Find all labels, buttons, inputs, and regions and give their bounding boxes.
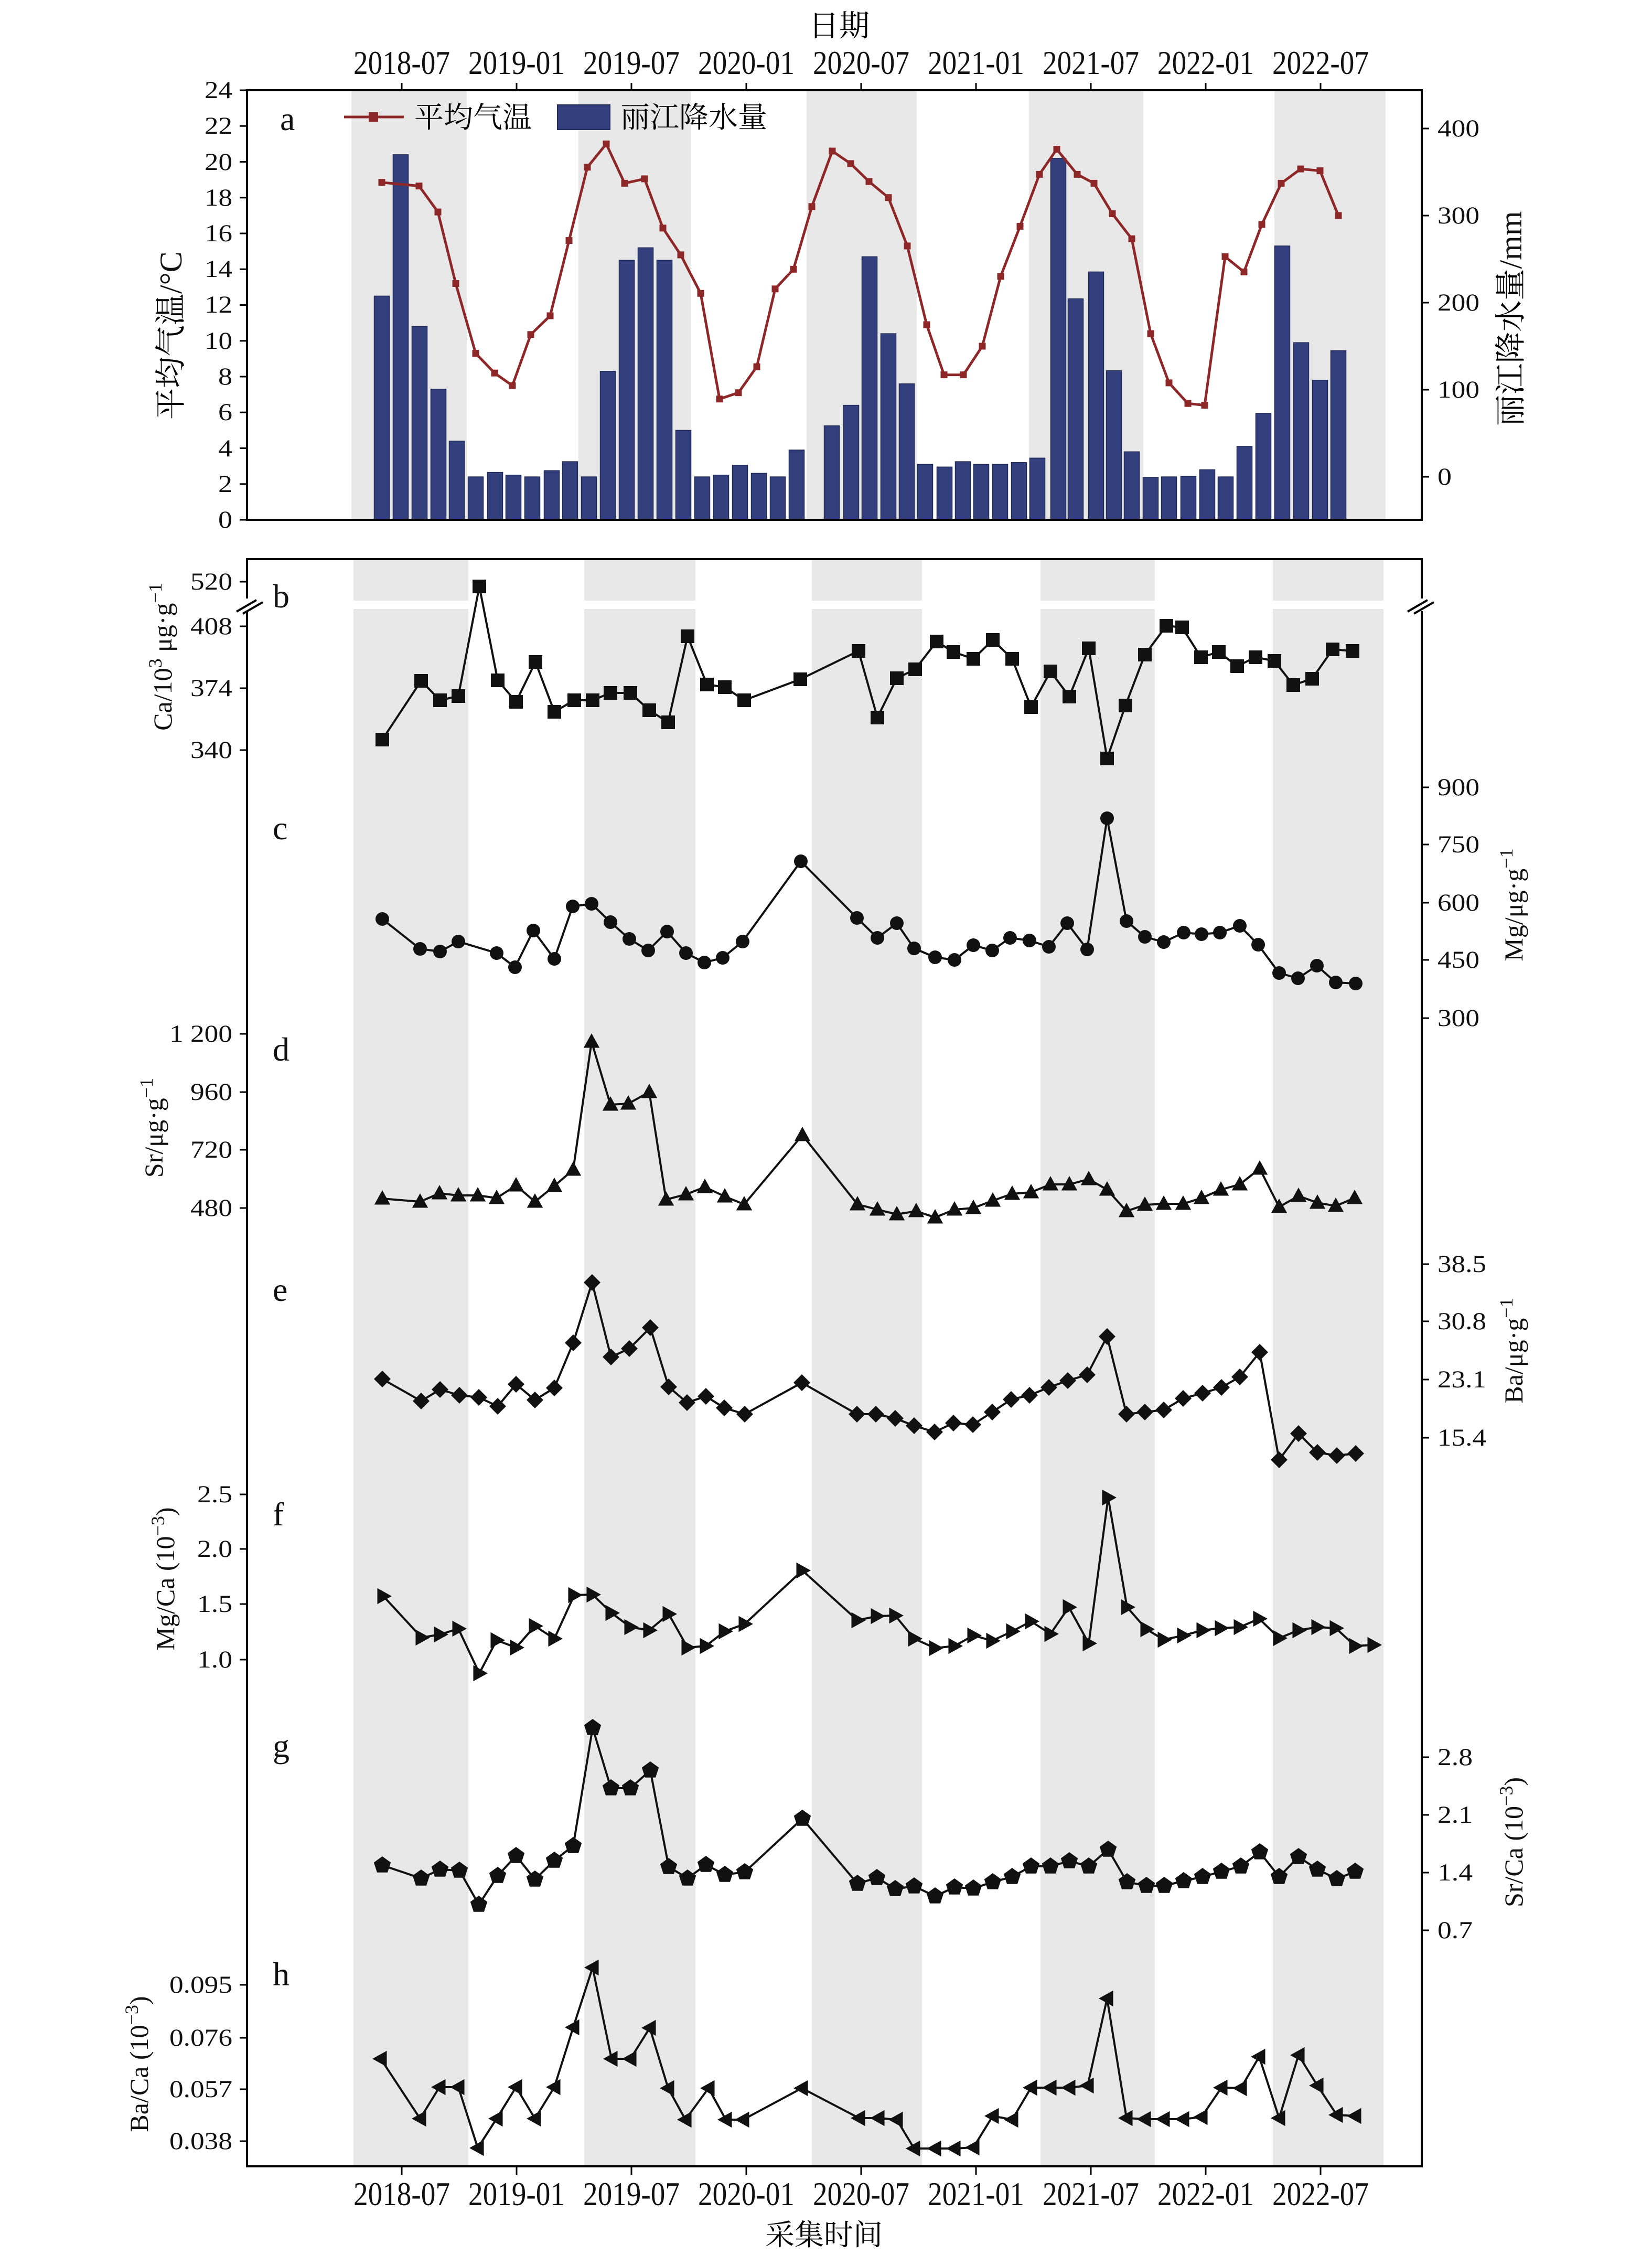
svg-text:2018-07: 2018-07 <box>353 2175 450 2212</box>
svg-text:16: 16 <box>205 220 232 247</box>
svg-text:f: f <box>273 1495 284 1533</box>
svg-text:450: 450 <box>1438 946 1479 974</box>
svg-text:30.8: 30.8 <box>1438 1308 1486 1335</box>
svg-text:10: 10 <box>205 327 232 355</box>
svg-text:2: 2 <box>218 471 232 498</box>
svg-text:2.5: 2.5 <box>197 1481 232 1508</box>
svg-text:408: 408 <box>190 613 232 640</box>
svg-text:g: g <box>273 1727 289 1765</box>
svg-text:374: 374 <box>190 675 232 702</box>
svg-text:340: 340 <box>190 736 232 764</box>
svg-text:300: 300 <box>1438 202 1479 229</box>
svg-text:0: 0 <box>1438 463 1452 490</box>
svg-text:600: 600 <box>1438 889 1479 916</box>
svg-text:Ca/103 μg·g−1: Ca/103 μg·g−1 <box>145 583 177 731</box>
svg-text:2.1: 2.1 <box>1438 1801 1473 1829</box>
svg-text:2020-01: 2020-01 <box>698 44 795 81</box>
svg-text:0.7: 0.7 <box>1438 1917 1473 1944</box>
svg-text:2.8: 2.8 <box>1438 1744 1473 1771</box>
svg-text:18: 18 <box>205 184 232 211</box>
svg-text:8: 8 <box>218 363 232 390</box>
svg-text:/mm: /mm <box>1494 211 1528 269</box>
svg-text:0: 0 <box>218 506 232 533</box>
svg-text:Sr/μg·g−1: Sr/μg·g−1 <box>136 1078 168 1178</box>
svg-text:0.076: 0.076 <box>169 2024 232 2051</box>
svg-text:300: 300 <box>1438 1004 1479 1032</box>
svg-text:12: 12 <box>205 291 232 318</box>
svg-text:20: 20 <box>205 148 232 176</box>
svg-text:c: c <box>273 809 287 847</box>
svg-text:Sr/Ca (10−3): Sr/Ca (10−3) <box>1496 1777 1528 1907</box>
svg-text:e: e <box>273 1271 287 1308</box>
svg-text:a: a <box>280 100 295 137</box>
svg-text:2019-07: 2019-07 <box>583 2175 680 2212</box>
svg-text:2021-07: 2021-07 <box>1043 2175 1139 2212</box>
svg-text:22: 22 <box>205 112 232 140</box>
svg-text:23.1: 23.1 <box>1438 1366 1486 1393</box>
svg-text:2022-01: 2022-01 <box>1157 44 1254 81</box>
svg-text:2022-07: 2022-07 <box>1272 2175 1369 2212</box>
svg-text:1 200: 1 200 <box>169 1020 232 1048</box>
svg-text:38.5: 38.5 <box>1438 1250 1486 1278</box>
svg-text:1.5: 1.5 <box>197 1590 232 1618</box>
svg-text:2021-01: 2021-01 <box>928 2175 1024 2212</box>
svg-text:4: 4 <box>218 435 232 462</box>
svg-text:/°C: /°C <box>154 251 188 294</box>
svg-text:480: 480 <box>190 1194 232 1222</box>
svg-text:2020-07: 2020-07 <box>813 44 909 81</box>
svg-text:d: d <box>273 1031 289 1068</box>
svg-text:520: 520 <box>190 568 232 595</box>
svg-text:2019-01: 2019-01 <box>468 2175 565 2212</box>
svg-text:960: 960 <box>190 1078 232 1106</box>
svg-text:14: 14 <box>205 255 232 283</box>
svg-text:2018-07: 2018-07 <box>353 44 450 81</box>
svg-text:1.0: 1.0 <box>197 1646 232 1673</box>
svg-text:2022-07: 2022-07 <box>1272 44 1369 81</box>
svg-text:h: h <box>273 1955 289 1993</box>
svg-text:200: 200 <box>1438 289 1479 316</box>
svg-text:2021-07: 2021-07 <box>1043 44 1139 81</box>
svg-text:15.4: 15.4 <box>1438 1424 1486 1451</box>
svg-text:Mg/Ca (10−3): Mg/Ca (10−3) <box>147 1507 180 1650</box>
svg-text:2.0: 2.0 <box>197 1535 232 1563</box>
svg-text:2019-07: 2019-07 <box>583 44 680 81</box>
svg-text:0.057: 0.057 <box>169 2076 232 2103</box>
svg-text:Mg/μg·g−1: Mg/μg·g−1 <box>1496 848 1528 961</box>
svg-text:24: 24 <box>205 77 232 104</box>
svg-text:2022-01: 2022-01 <box>1157 2175 1254 2212</box>
svg-text:0.038: 0.038 <box>169 2128 232 2155</box>
svg-text:Ba/Ca (10−3): Ba/Ca (10−3) <box>121 1996 154 2132</box>
svg-text:100: 100 <box>1438 376 1479 403</box>
svg-text:400: 400 <box>1438 115 1479 142</box>
svg-text:720: 720 <box>190 1136 232 1163</box>
svg-text:900: 900 <box>1438 774 1479 801</box>
svg-text:Ba/μg·g−1: Ba/μg·g−1 <box>1496 1298 1528 1403</box>
svg-text:b: b <box>273 578 289 615</box>
svg-text:0.095: 0.095 <box>169 1971 232 1998</box>
svg-text:750: 750 <box>1438 831 1479 858</box>
svg-text:2019-01: 2019-01 <box>468 44 565 81</box>
svg-text:2020-07: 2020-07 <box>813 2175 909 2212</box>
svg-text:6: 6 <box>218 399 232 426</box>
svg-text:1.4: 1.4 <box>1438 1859 1473 1886</box>
svg-text:2020-01: 2020-01 <box>698 2175 795 2212</box>
svg-text:2021-01: 2021-01 <box>928 44 1024 81</box>
